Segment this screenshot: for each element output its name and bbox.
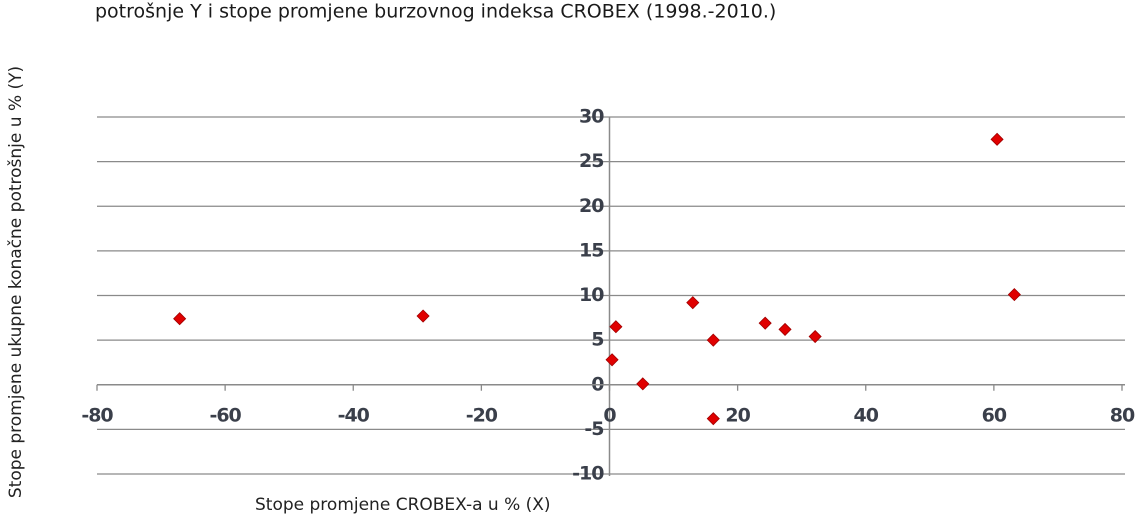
point <box>706 412 720 426</box>
y-tick-label: 10 <box>579 284 604 306</box>
x-axis-label: Stope promjene CROBEX-a u % (X) <box>255 495 551 515</box>
chart-title: potrošnje Y i stope promjene burzovnog i… <box>95 1 776 23</box>
y-axis-label: Stope promjene ukupne konačne potrošnje … <box>6 66 26 498</box>
point <box>636 377 650 391</box>
point <box>605 353 619 367</box>
x-tick-label: -20 <box>466 404 498 426</box>
point <box>990 132 1004 146</box>
point <box>758 316 772 330</box>
x-tick-label: -60 <box>209 404 241 426</box>
point <box>173 312 187 326</box>
x-tick-label: 0 <box>603 404 616 426</box>
point <box>609 320 623 334</box>
x-tick-label: -40 <box>338 404 370 426</box>
y-tick-label: 15 <box>579 239 603 261</box>
y-tick-label: 5 <box>591 329 603 351</box>
y-tick-label: 30 <box>579 106 604 128</box>
y-tick-label: -10 <box>572 463 604 485</box>
point <box>1007 288 1021 302</box>
x-tick-label: 40 <box>854 404 879 426</box>
x-tick-label: 60 <box>982 404 1007 426</box>
point <box>686 296 700 310</box>
point <box>808 329 822 344</box>
y-tick-label: -5 <box>584 418 603 440</box>
point <box>416 309 430 323</box>
x-tick-label: 80 <box>1110 404 1135 426</box>
y-tick-label: 25 <box>579 150 603 172</box>
point <box>778 322 792 336</box>
x-tick-label: -80 <box>81 404 113 426</box>
y-tick-label: 20 <box>579 195 604 217</box>
point <box>706 333 720 347</box>
x-tick-label: 20 <box>725 404 750 426</box>
